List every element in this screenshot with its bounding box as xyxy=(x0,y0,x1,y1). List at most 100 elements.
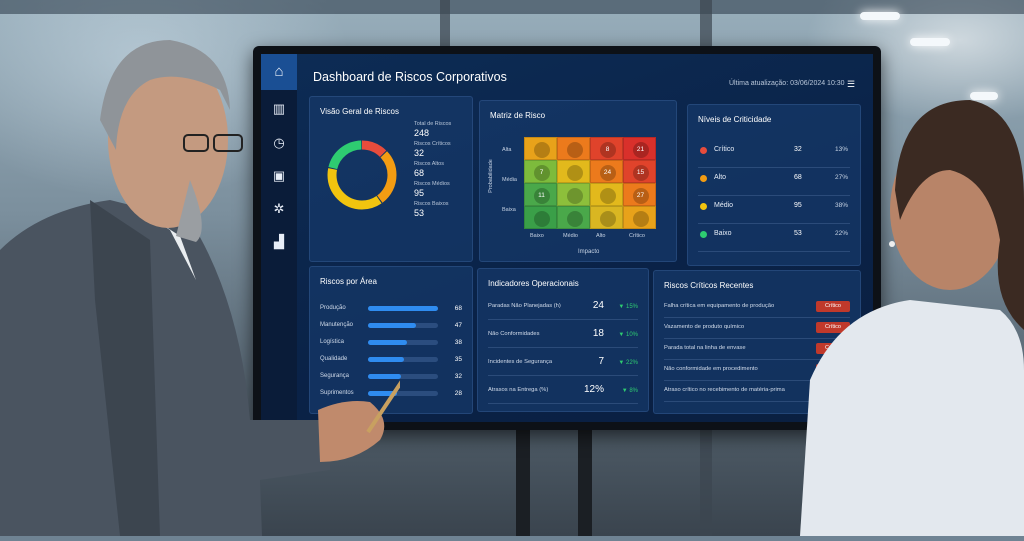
area-bar-track xyxy=(368,323,438,328)
area-value: 35 xyxy=(454,356,462,363)
area-bar xyxy=(368,340,408,345)
stat-value: 32 xyxy=(414,148,425,158)
clipboard-icon[interactable]: ▣ xyxy=(272,168,286,183)
indicator-row: Incidentes de Segurança 7 ▼ 22% xyxy=(488,351,638,376)
matrix-cell-value xyxy=(533,210,550,227)
matrix-grid: 8 21 7 24 15 11 27 xyxy=(524,137,656,229)
stat-value: 68 xyxy=(414,168,425,178)
area-value: 38 xyxy=(454,339,462,346)
indicator-value: 24 xyxy=(592,300,604,311)
matrix-cell xyxy=(524,137,557,160)
stat-label: Riscos Críticos xyxy=(414,141,451,147)
recent-risk-text: Parada total na linha de envase xyxy=(664,345,746,351)
sidebar: ⌂ ▥ ◷ ▣ ✲ ▟ xyxy=(261,54,297,422)
settings-icon[interactable]: ✲ xyxy=(273,201,285,216)
levels-card: Níveis de Criticidade Crítico 32 13% Alto 68… xyxy=(687,104,861,266)
areas-card: Riscos por Área Produção 68 Manutenção 47 Lo… xyxy=(309,266,473,414)
risk-donut xyxy=(327,140,397,210)
menu-icon[interactable]: ☰ xyxy=(847,79,856,89)
stat-label: Riscos Altos xyxy=(414,161,444,167)
woman-figure xyxy=(800,100,1024,536)
matrix-cell xyxy=(557,183,590,206)
matrix-cell: 24 xyxy=(590,160,623,183)
matrix-cell-value xyxy=(566,187,583,204)
chart-icon[interactable]: ▟ xyxy=(274,234,284,249)
area-bar xyxy=(368,357,404,362)
ceiling-lamp xyxy=(860,12,900,20)
indicator-row: Paradas Não Planejadas (h) 24 ▼ 15% xyxy=(488,295,638,320)
stat-label: Total de Riscos xyxy=(414,121,452,127)
area-label: Segurança xyxy=(320,373,350,379)
matrix-cell-value: 15 xyxy=(632,164,649,181)
area-value: 68 xyxy=(454,305,462,312)
matrix-cell: 11 xyxy=(524,183,557,206)
recent-risk-text: Falha crítica em equipamento de produção xyxy=(664,303,775,309)
level-dot-icon xyxy=(700,175,707,182)
level-count: 95 xyxy=(794,202,802,209)
levels-title: Níveis de Criticidade xyxy=(698,115,772,124)
building-icon[interactable]: ▥ xyxy=(272,101,286,116)
overview-card: Visão Geral de Riscos Total de Riscos 248… xyxy=(309,96,473,262)
recent-risk-row[interactable]: Falha crítica em equipamento de produção… xyxy=(664,297,850,318)
donut-segment xyxy=(327,140,397,210)
critical-badge: Crítico xyxy=(816,322,850,333)
monitor-stand xyxy=(516,428,530,536)
areas-title: Riscos por Área xyxy=(320,277,377,286)
recent-risk-text: Atraso crítico no recebimento de matéria… xyxy=(664,387,785,393)
matrix-cell xyxy=(590,183,623,206)
area-bar xyxy=(368,391,397,396)
recent-risk-row[interactable]: Vazamento de produto químico Crítico xyxy=(664,318,850,339)
level-dot-icon xyxy=(700,203,707,210)
area-value: 28 xyxy=(454,390,462,397)
overview-stat: Riscos Baixos 53 xyxy=(414,201,451,218)
overview-title: Visão Geral de Riscos xyxy=(320,107,399,116)
stat-value: 248 xyxy=(414,128,430,138)
level-label: Baixo xyxy=(714,230,732,237)
stat-value: 95 xyxy=(414,188,425,198)
matrix-cell xyxy=(524,206,557,229)
matrix-x-label: Impacto xyxy=(578,249,600,255)
level-row: Crítico 32 13% xyxy=(698,143,850,168)
ceiling-lamp xyxy=(970,92,998,100)
indicator-delta: ▼ 8% xyxy=(621,388,638,394)
area-label: Qualidade xyxy=(320,356,348,362)
area-value: 32 xyxy=(454,373,462,380)
last-update: Última atualização: 03/06/2024 10:30 xyxy=(729,80,845,87)
matrix-cell xyxy=(590,206,623,229)
ceiling-beam xyxy=(0,0,1024,14)
matrix-cell xyxy=(557,160,590,183)
matrix-cell: 21 xyxy=(623,137,656,160)
overview-stat: Riscos Altos 68 xyxy=(414,161,451,178)
indicator-label: Não Conformidades xyxy=(488,331,540,337)
dashboard-screen: ⌂ ▥ ◷ ▣ ✲ ▟ Dashboard de Riscos Corporat… xyxy=(261,54,873,422)
recent-risk-text: Vazamento de produto químico xyxy=(664,324,745,330)
indicator-value: 18 xyxy=(592,328,604,339)
recent-title: Riscos Críticos Recentes xyxy=(664,281,754,290)
indicator-value: 12% xyxy=(583,384,604,395)
home-icon[interactable]: ⌂ xyxy=(261,54,297,90)
man-figure xyxy=(0,40,406,536)
level-row: Alto 68 27% xyxy=(698,171,850,196)
matrix-cell: 27 xyxy=(623,183,656,206)
window-mullion xyxy=(440,0,450,50)
matrix-card: Matriz de Risco Probabilidade 8 21 7 24 15 11… xyxy=(479,100,677,262)
overview-stat: Riscos Médios 95 xyxy=(414,181,451,198)
indicator-delta: ▼ 22% xyxy=(618,360,638,366)
matrix-cell-value xyxy=(566,141,583,158)
area-label: Suprimentos xyxy=(320,390,354,396)
level-pct: 22% xyxy=(834,230,848,237)
area-label: Manutenção xyxy=(320,322,354,328)
matrix-cell-value xyxy=(599,210,616,227)
matrix-cell-value: 8 xyxy=(599,141,616,158)
level-pct: 13% xyxy=(834,146,848,153)
matrix-cell-value: 11 xyxy=(533,187,550,204)
area-label: Logística xyxy=(320,339,345,345)
level-count: 53 xyxy=(794,230,802,237)
level-row: Médio 95 38% xyxy=(698,199,850,224)
indicator-value: 7 xyxy=(598,356,604,367)
area-bar xyxy=(368,323,417,328)
indicator-delta: ▼ 15% xyxy=(618,304,638,310)
level-dot-icon xyxy=(700,147,707,154)
clock-icon[interactable]: ◷ xyxy=(273,135,285,150)
matrix-cell xyxy=(623,206,656,229)
